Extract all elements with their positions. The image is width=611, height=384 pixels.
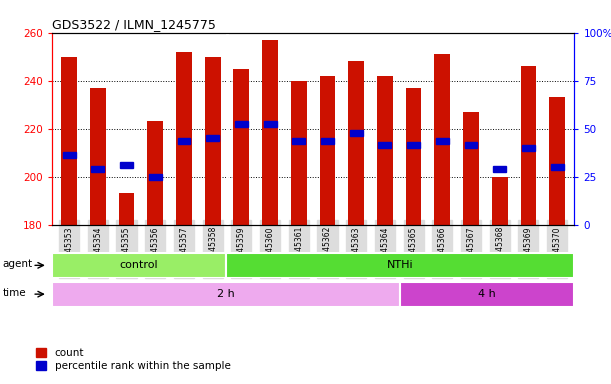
Bar bbox=[233, 69, 249, 225]
Bar bbox=[493, 166, 506, 172]
Text: time: time bbox=[2, 288, 26, 298]
Bar bbox=[61, 56, 77, 225]
Bar bbox=[292, 137, 306, 144]
Bar bbox=[52, 281, 400, 307]
Bar bbox=[90, 88, 106, 225]
Bar bbox=[178, 137, 191, 144]
Bar bbox=[349, 131, 363, 136]
Bar bbox=[406, 88, 422, 225]
Text: 4 h: 4 h bbox=[478, 289, 496, 299]
Bar bbox=[400, 281, 574, 307]
Bar bbox=[549, 98, 565, 225]
Bar bbox=[92, 166, 104, 172]
Legend: count, percentile rank within the sample: count, percentile rank within the sample bbox=[36, 348, 230, 371]
Bar bbox=[63, 152, 76, 158]
Bar bbox=[176, 52, 192, 225]
Bar bbox=[407, 142, 420, 149]
Bar bbox=[291, 81, 307, 225]
Bar bbox=[207, 135, 219, 141]
Bar bbox=[262, 40, 278, 225]
Bar bbox=[348, 61, 364, 225]
Bar bbox=[321, 137, 334, 144]
Bar bbox=[434, 54, 450, 225]
Bar bbox=[377, 76, 393, 225]
Bar bbox=[147, 121, 163, 225]
Bar bbox=[52, 253, 226, 278]
Bar bbox=[378, 142, 392, 149]
Bar bbox=[235, 121, 248, 127]
Bar bbox=[522, 145, 535, 151]
Text: control: control bbox=[120, 260, 158, 270]
Bar bbox=[263, 121, 277, 127]
Bar bbox=[463, 112, 479, 225]
Bar bbox=[551, 164, 563, 170]
Bar bbox=[464, 142, 477, 149]
Bar bbox=[120, 162, 133, 168]
Text: GDS3522 / ILMN_1245775: GDS3522 / ILMN_1245775 bbox=[52, 18, 216, 31]
Text: agent: agent bbox=[2, 259, 33, 269]
Bar bbox=[521, 66, 536, 225]
Bar bbox=[119, 194, 134, 225]
Text: 2 h: 2 h bbox=[217, 289, 235, 299]
Text: NTHi: NTHi bbox=[387, 260, 414, 270]
Bar bbox=[320, 76, 335, 225]
Bar bbox=[205, 56, 221, 225]
Bar bbox=[149, 174, 162, 180]
Bar bbox=[492, 177, 508, 225]
Bar bbox=[226, 253, 574, 278]
Bar bbox=[436, 137, 448, 144]
